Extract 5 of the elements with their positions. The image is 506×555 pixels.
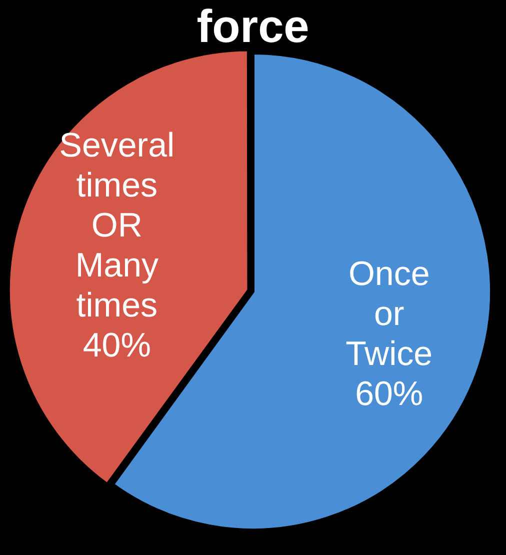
slice-label: Several times OR Many times: [59, 126, 175, 325]
data-label: 40%: [82, 326, 151, 365]
slice-label: Once or Twice: [346, 255, 433, 374]
chart-title: force: [196, 0, 310, 52]
data-label: 60%: [355, 375, 424, 414]
